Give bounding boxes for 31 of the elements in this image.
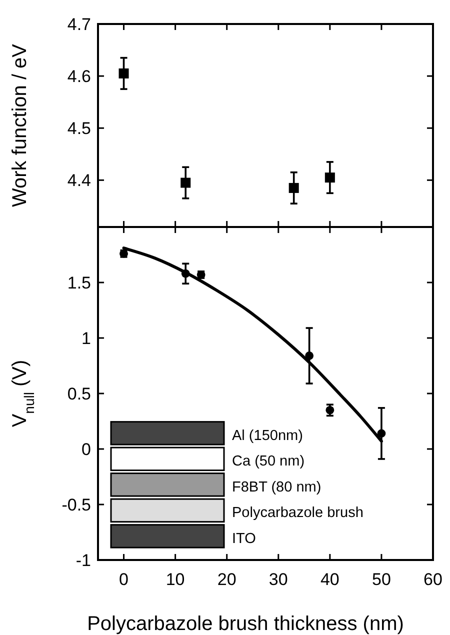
- y-tick-label: 4.5: [67, 119, 91, 138]
- y-tick-label: 4.7: [67, 14, 91, 34]
- point: [324, 172, 335, 183]
- y-tick-label: -1: [76, 550, 91, 570]
- point: [377, 429, 386, 438]
- point: [180, 178, 191, 188]
- point: [118, 68, 129, 78]
- y-tick-label: 0.5: [67, 384, 91, 404]
- x-tick-label: 0: [119, 570, 129, 589]
- annotation: F8BT (80 nm): [232, 479, 322, 496]
- point: [288, 182, 299, 193]
- annotation: Al (150nm): [232, 428, 303, 444]
- x-tick-label: 40: [320, 570, 340, 589]
- annotation: Ca (50 nm): [232, 454, 305, 470]
- point: [305, 352, 314, 360]
- y-tick-label: 0: [82, 440, 91, 459]
- annotation: ITO: [232, 530, 256, 547]
- y-tick-label: -0.5: [62, 495, 91, 514]
- x-tick-label: 10: [166, 570, 185, 589]
- x-tick-label: 20: [217, 570, 236, 589]
- y-tick-label: 1.5: [67, 273, 91, 292]
- x-axis-title: Polycarbazole brush thickness (nm): [87, 613, 404, 635]
- y-tick-label: 4.6: [67, 67, 91, 86]
- annotation: Polycarbazole brush: [232, 505, 364, 522]
- y-axis-title: Work function / eV: [9, 43, 31, 208]
- x-tick-label: 30: [268, 570, 288, 589]
- x-tick-label: 60: [424, 570, 442, 589]
- y-tick-label: 4.4: [67, 171, 91, 190]
- y-tick-label: 1: [82, 328, 91, 348]
- point: [326, 406, 334, 414]
- x-tick-label: 50: [372, 570, 391, 589]
